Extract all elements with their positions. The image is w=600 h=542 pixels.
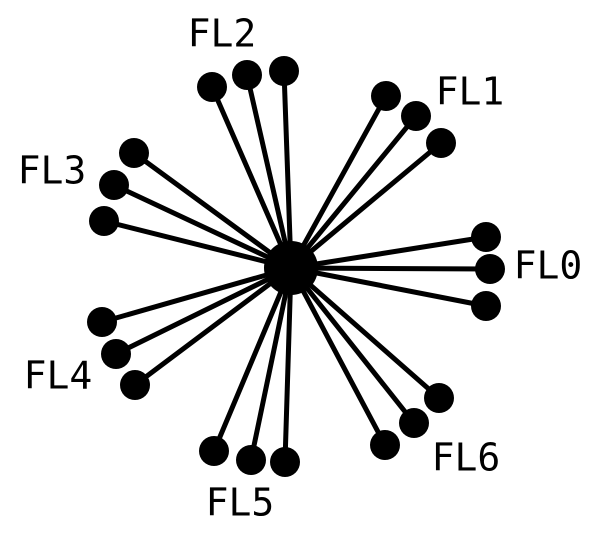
edge-fl5-3 bbox=[282, 265, 294, 465]
leaf-node-fl3-2 bbox=[99, 170, 129, 200]
leaf-node-fl0-1 bbox=[471, 222, 501, 252]
leaf-node-fl2-1 bbox=[197, 72, 227, 102]
leaf-node-fl5-1 bbox=[199, 436, 229, 466]
label-fl0: FL0 bbox=[514, 244, 583, 288]
leaf-node-fl3-3 bbox=[89, 206, 119, 236]
edges-layer bbox=[99, 68, 493, 465]
edge-fl0-1 bbox=[288, 234, 489, 271]
edge-fl5-1 bbox=[211, 265, 294, 454]
edge-fl2-1 bbox=[209, 84, 294, 271]
edge-fl6-1 bbox=[288, 265, 388, 448]
edge-fl4-1 bbox=[99, 265, 294, 325]
edge-fl6-2 bbox=[288, 265, 417, 426]
leaf-node-fl4-3 bbox=[120, 370, 150, 400]
edge-fl3-3 bbox=[101, 218, 294, 271]
label-fl5: FL5 bbox=[206, 481, 275, 525]
leaf-node-fl3-1 bbox=[119, 138, 149, 168]
leaf-node-fl1-3 bbox=[426, 128, 456, 158]
edge-fl1-3 bbox=[288, 140, 444, 271]
leaf-node-fl6-3 bbox=[424, 383, 454, 413]
leaf-node-fl4-2 bbox=[101, 339, 131, 369]
leaf-node-fl1-2 bbox=[401, 101, 431, 131]
label-fl1: FL1 bbox=[436, 70, 505, 114]
edge-fl4-3 bbox=[132, 265, 294, 388]
leaf-node-fl4-1 bbox=[87, 307, 117, 337]
edge-fl0-3 bbox=[288, 265, 489, 309]
edge-fl5-2 bbox=[248, 265, 294, 463]
leaf-node-fl6-1 bbox=[370, 430, 400, 460]
label-fl6: FL6 bbox=[432, 436, 501, 480]
leaf-node-fl1-1 bbox=[371, 81, 401, 111]
edge-fl1-1 bbox=[288, 93, 389, 271]
edge-fl4-2 bbox=[113, 265, 294, 357]
label-fl3: FL3 bbox=[18, 149, 87, 193]
leaf-node-fl2-2 bbox=[232, 60, 262, 90]
leaf-node-fl0-3 bbox=[471, 291, 501, 321]
label-fl4: FL4 bbox=[24, 354, 93, 398]
leaf-node-fl5-3 bbox=[270, 447, 300, 477]
leaves-layer bbox=[87, 56, 505, 477]
label-fl2: FL2 bbox=[188, 12, 257, 56]
edge-fl0-2 bbox=[288, 265, 493, 272]
hub-node bbox=[264, 241, 318, 295]
leaf-node-fl2-3 bbox=[269, 56, 299, 86]
leaf-node-fl5-2 bbox=[236, 445, 266, 475]
edge-fl6-3 bbox=[288, 265, 442, 401]
leaf-node-fl6-2 bbox=[399, 408, 429, 438]
edge-fl1-2 bbox=[288, 113, 419, 271]
edge-fl3-1 bbox=[131, 150, 294, 271]
edge-fl2-3 bbox=[281, 68, 294, 271]
edge-fl3-2 bbox=[111, 182, 294, 271]
edge-fl2-2 bbox=[244, 72, 294, 271]
leaf-node-fl0-2 bbox=[475, 254, 505, 284]
